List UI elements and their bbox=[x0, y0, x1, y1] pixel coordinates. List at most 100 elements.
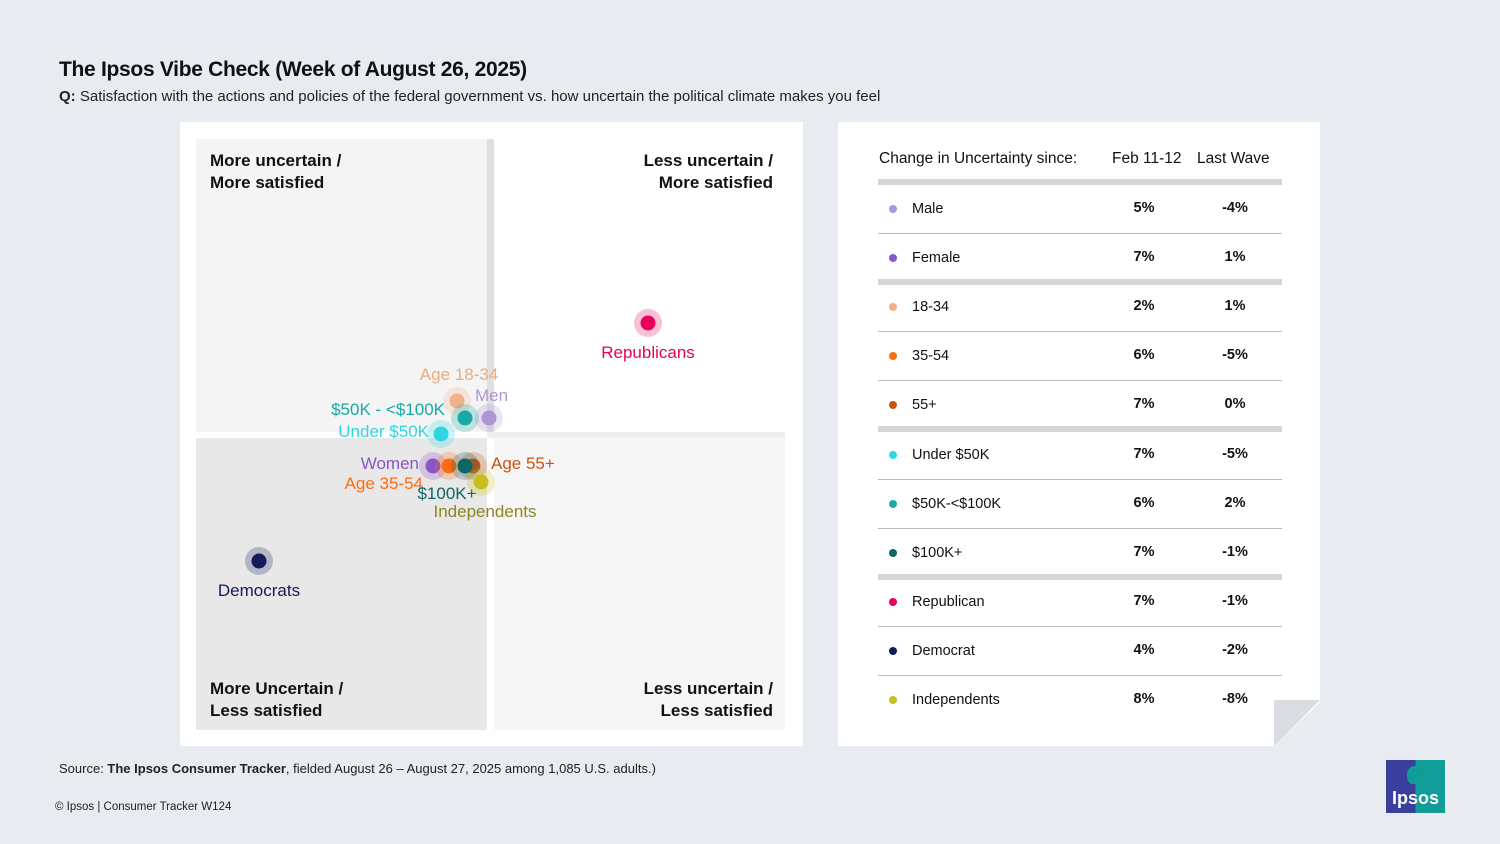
value-last-wave: 2% bbox=[1224, 494, 1246, 511]
row-name: $50K-<$100K bbox=[912, 495, 1002, 512]
value-feb: 7% bbox=[1133, 445, 1155, 462]
value-feb: 8% bbox=[1133, 691, 1155, 707]
row-name: 35-54 bbox=[912, 348, 950, 365]
value-last-wave: 1% bbox=[1224, 249, 1246, 266]
table-row-u50: Under $50K 7% -5% bbox=[878, 431, 1282, 480]
quadrant-label-bottom-left: More Uncertain / Less satisfied bbox=[210, 679, 344, 720]
point-label-a3554: Age 35-54 bbox=[344, 474, 423, 493]
value-last-wave: -4% bbox=[1222, 200, 1248, 216]
table-row-a55: 55+ 7% 0% bbox=[878, 381, 1282, 430]
row-name: Democrat bbox=[912, 642, 975, 659]
row-name: 18-34 bbox=[912, 299, 950, 316]
quadrant-label-bottom-right: Less uncertain / Less satisfied bbox=[643, 679, 773, 720]
row-divider bbox=[878, 233, 1282, 234]
point-label-women: Women bbox=[360, 454, 419, 473]
row-divider bbox=[878, 426, 1282, 433]
table-row-rep: Republican 7% -1% bbox=[878, 578, 1282, 627]
point-label-k100: $100K+ bbox=[417, 484, 477, 503]
legend-dot-icon bbox=[889, 499, 897, 508]
legend-dot-icon bbox=[889, 254, 897, 263]
logo-head-icon bbox=[1407, 766, 1421, 784]
value-last-wave: -2% bbox=[1222, 641, 1248, 658]
row-name: 55+ bbox=[912, 397, 937, 414]
point-label-u50: Under $50K bbox=[338, 422, 429, 441]
point-label-ind: Independents bbox=[433, 502, 537, 521]
vertical-divider bbox=[487, 139, 494, 438]
value-last-wave: -8% bbox=[1222, 691, 1248, 707]
ipsos-logo: Ipsos bbox=[1386, 760, 1445, 813]
table-row-a3554: 35-54 6% -5% bbox=[878, 332, 1282, 381]
question-text: Satisfaction with the actions and polici… bbox=[79, 88, 881, 105]
point-label-k50100: $50K - <$100K bbox=[331, 400, 445, 419]
quadrant-top-left bbox=[196, 139, 487, 432]
point-u50 bbox=[433, 426, 449, 442]
page-title: The Ipsos Vibe Check (Week of August 26,… bbox=[59, 58, 527, 81]
table-row-male: Male 5% -4% bbox=[878, 185, 1282, 234]
point-k50100 bbox=[457, 410, 473, 426]
legend-dot-icon bbox=[889, 205, 897, 213]
legend-dot-icon bbox=[889, 696, 897, 704]
question-prefix: Q: bbox=[59, 88, 76, 105]
point-label-rep: Republicans bbox=[601, 343, 695, 362]
table-header-last-wave: Last Wave bbox=[1197, 150, 1270, 167]
legend-dot-icon bbox=[889, 303, 897, 312]
row-divider bbox=[878, 380, 1282, 382]
row-divider bbox=[878, 674, 1282, 676]
row-name: Under $50K bbox=[912, 446, 990, 463]
row-divider bbox=[878, 179, 1282, 185]
value-last-wave: -1% bbox=[1222, 592, 1248, 609]
table-row-dem: Democrat 4% -2% bbox=[878, 627, 1282, 676]
table-header-feb: Feb 11-12 bbox=[1112, 150, 1182, 167]
point-men bbox=[481, 410, 497, 426]
row-name: Republican bbox=[912, 593, 985, 610]
quadrant-label-top-left: More uncertain / More satisfied bbox=[210, 151, 342, 192]
page-fold bbox=[1274, 700, 1320, 746]
point-label-dem: Democrats bbox=[217, 581, 301, 600]
value-feb: 7% bbox=[1133, 592, 1155, 609]
row-name: Male bbox=[912, 201, 944, 217]
table-header-label: Change in Uncertainty since: bbox=[879, 150, 1078, 167]
quadrant-bottom-right bbox=[494, 438, 785, 730]
value-last-wave: 0% bbox=[1224, 396, 1246, 413]
quadrant-top-right bbox=[494, 139, 785, 432]
table-row-ind: Independents 8% -8% bbox=[878, 676, 1282, 725]
table-row-k50100: $50K-<$100K 6% 2% bbox=[878, 480, 1282, 529]
uncertainty-table: Change in Uncertainty since: Feb 11-12 L… bbox=[838, 122, 1320, 746]
quadrant-label-top-right: Less uncertain / More satisfied bbox=[643, 151, 773, 192]
legend-dot-icon bbox=[889, 401, 897, 410]
source-note: Source: The Ipsos Consumer Tracker, fiel… bbox=[59, 761, 656, 776]
row-divider bbox=[878, 573, 1282, 580]
point-label-a55: Age 55+ bbox=[491, 454, 555, 473]
row-name: $100K+ bbox=[912, 544, 963, 561]
value-feb: 7% bbox=[1133, 543, 1155, 560]
point-a3554 bbox=[441, 458, 457, 474]
value-feb: 6% bbox=[1133, 347, 1155, 364]
row-divider bbox=[878, 625, 1282, 627]
value-last-wave: -5% bbox=[1222, 445, 1248, 462]
point-label-a1834: Age 18-34 bbox=[419, 365, 499, 384]
legend-dot-icon bbox=[889, 548, 897, 557]
horizontal-divider bbox=[487, 432, 785, 438]
table-row-k100: $100K+ 7% -1% bbox=[878, 529, 1282, 578]
row-divider bbox=[878, 527, 1282, 529]
point-ind bbox=[473, 474, 489, 490]
legend-dot-icon bbox=[889, 352, 897, 361]
value-feb: 4% bbox=[1133, 641, 1155, 658]
row-divider bbox=[878, 478, 1282, 480]
value-feb: 2% bbox=[1133, 298, 1155, 315]
legend-dot-icon bbox=[889, 646, 897, 655]
value-feb: 7% bbox=[1133, 249, 1155, 266]
point-k100 bbox=[457, 458, 473, 474]
legend-dot-icon bbox=[889, 450, 897, 459]
value-feb: 5% bbox=[1133, 200, 1155, 216]
legend-dot-icon bbox=[889, 597, 897, 606]
point-dem bbox=[251, 553, 267, 569]
copyright: © Ipsos | Consumer Tracker W124 bbox=[55, 801, 232, 813]
value-last-wave: -1% bbox=[1222, 543, 1248, 560]
quadrant-chart: More uncertain / More satisfied Less unce… bbox=[180, 122, 803, 746]
point-rep bbox=[640, 315, 656, 331]
value-feb: 7% bbox=[1133, 396, 1155, 413]
row-name: Independents bbox=[912, 692, 1000, 708]
row-divider bbox=[878, 279, 1282, 286]
value-feb: 6% bbox=[1133, 494, 1155, 511]
